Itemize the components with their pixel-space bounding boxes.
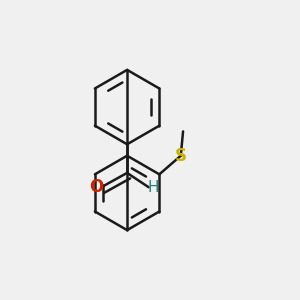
Text: H: H: [148, 180, 160, 195]
Text: O: O: [89, 178, 103, 196]
Text: S: S: [175, 147, 187, 165]
